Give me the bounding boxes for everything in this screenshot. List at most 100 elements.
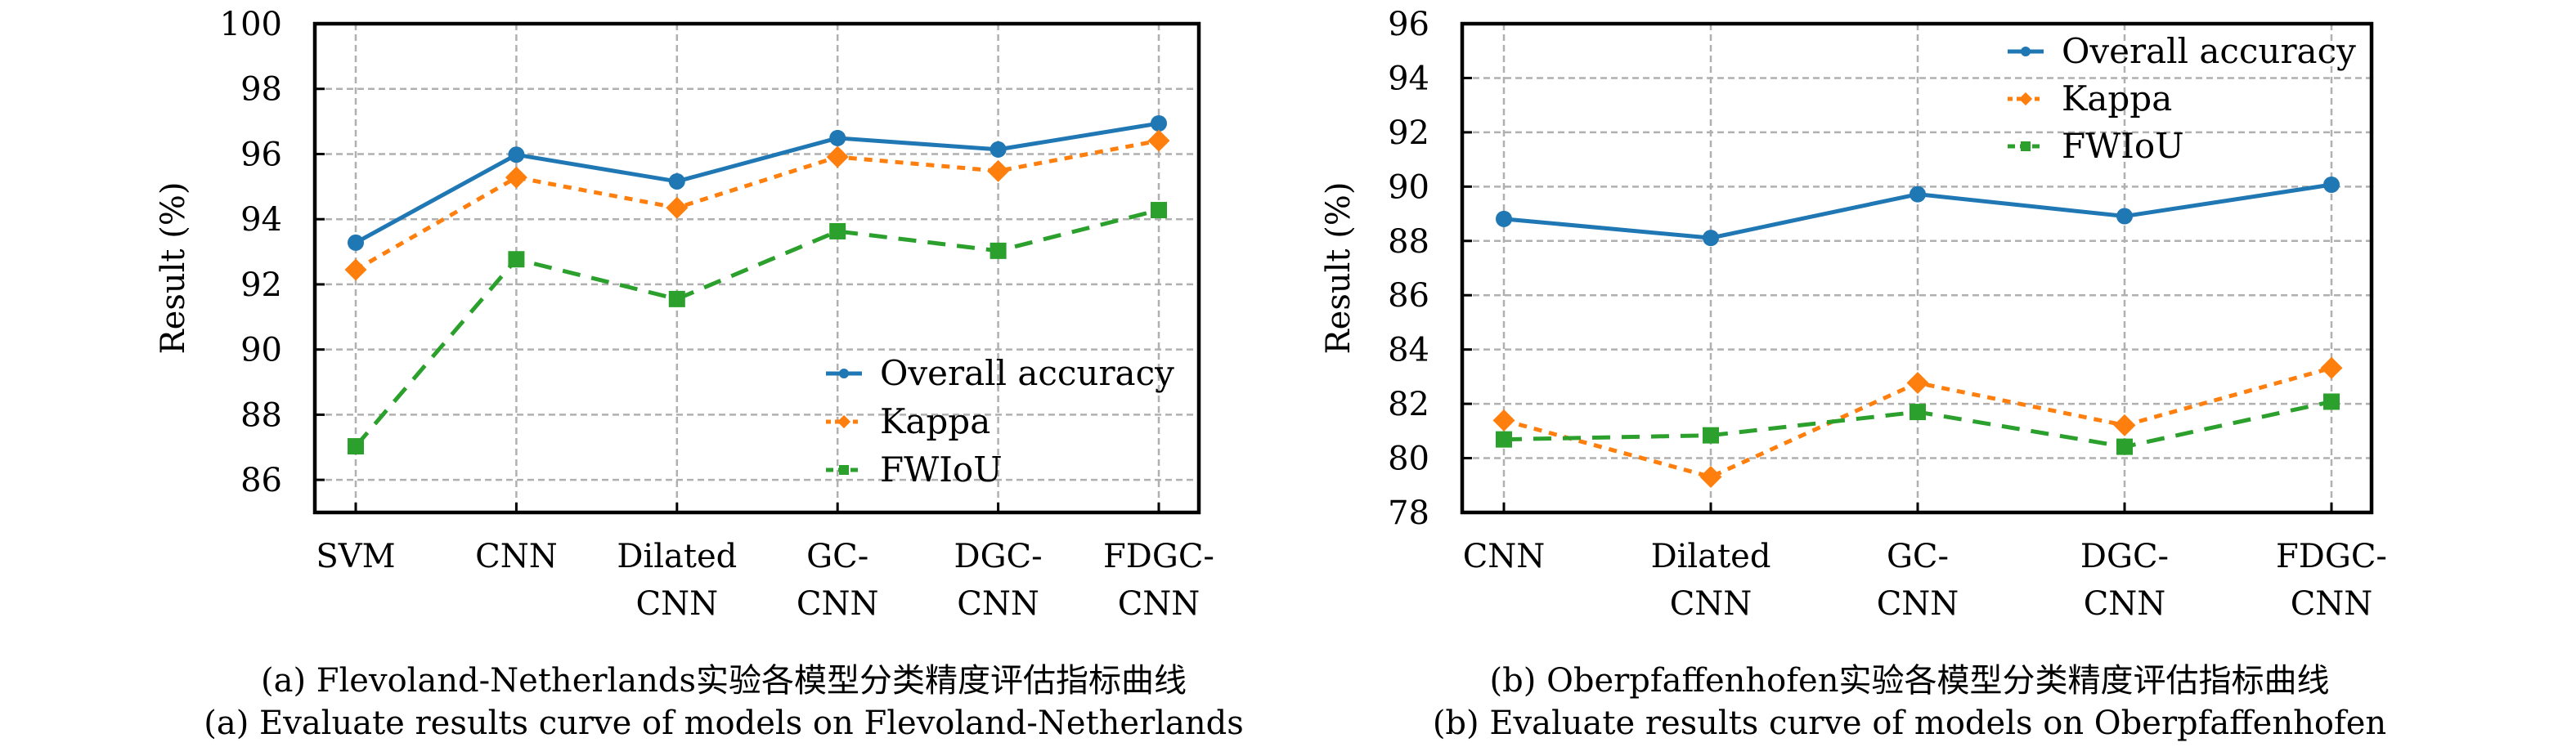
y-tick-label: 90 <box>240 332 282 369</box>
data-point <box>2116 438 2133 455</box>
series-kappa <box>344 129 1170 281</box>
y-tick-label: 94 <box>240 201 282 239</box>
data-point <box>1703 427 1719 444</box>
y-tick-label: 96 <box>240 136 282 173</box>
series-line <box>354 138 1160 272</box>
x-tick-label: SVM <box>316 538 395 575</box>
data-point <box>348 438 364 455</box>
x-tick-label-line: DGC- <box>954 538 1043 575</box>
data-point <box>2323 393 2340 410</box>
data-point <box>348 234 364 251</box>
x-tick-label-line: FDGC- <box>2276 538 2387 575</box>
caption-b-chinese: (b) Oberpfaffenhofen实验各模型分类精度评估指标曲线 <box>1489 662 2330 700</box>
series-overall-accuracy <box>348 114 1167 251</box>
x-tick-label-line: CNN <box>2084 585 2166 623</box>
legend: Overall accuracy Kappa FWIoU <box>826 353 1174 490</box>
x-tick-label-line: CNN <box>1118 585 1200 623</box>
x-tick-label-line: Dilated <box>617 538 737 575</box>
data-point <box>826 145 849 168</box>
data-point <box>1151 202 1167 219</box>
data-point <box>1906 372 1929 395</box>
y-tick-label: 92 <box>240 266 282 304</box>
data-point <box>990 141 1007 158</box>
legend-entry: Overall accuracy <box>2008 31 2356 71</box>
data-point <box>1151 114 1167 132</box>
y-tick-label: 88 <box>240 396 282 434</box>
legend-entry: FWIoU <box>2008 126 2184 166</box>
x-tick-label-line: CNN <box>1877 585 1959 623</box>
series-kappa <box>1492 356 2343 488</box>
caption-b-english: (b) Evaluate results curve of models on … <box>1432 705 2387 742</box>
x-tick-label-line: CNN <box>475 538 558 575</box>
data-point <box>508 146 525 163</box>
data-point <box>505 166 527 189</box>
x-tick-label-line: DGC- <box>2080 538 2169 575</box>
data-point <box>1910 404 1926 421</box>
plot-frame <box>1460 21 2374 515</box>
legend-label: Kappa <box>2062 78 2172 119</box>
data-point <box>666 196 689 219</box>
data-point <box>829 129 846 146</box>
x-tick-label-line: CNN <box>1670 585 1752 623</box>
data-point <box>2323 177 2340 194</box>
y-tick-label: 82 <box>1388 386 1429 423</box>
legend-marker <box>2021 47 2031 56</box>
x-tick-label: GC- CNN <box>797 538 879 623</box>
x-tick-label-line: FDGC- <box>1103 538 1214 575</box>
series-line <box>354 121 1160 245</box>
legend-entry: Overall accuracy <box>826 353 1174 393</box>
data-point <box>508 251 525 268</box>
legend-label: Overall accuracy <box>2062 31 2356 71</box>
x-tick-label: CNN <box>475 538 558 575</box>
x-tick-label: Dilated CNN <box>1651 538 1771 623</box>
y-tick-label: 86 <box>1388 277 1429 315</box>
y-tick-label: 96 <box>1388 6 1429 43</box>
x-tick-label-line: CNN <box>957 585 1039 623</box>
data-point <box>1492 409 1515 432</box>
y-axis-label: Result (%) <box>155 182 192 355</box>
legend-entry: Kappa <box>826 401 990 441</box>
x-tick-label: CNN <box>1463 538 1546 575</box>
y-tick-label: 90 <box>1388 168 1429 206</box>
y-tick-label: 94 <box>1388 60 1429 97</box>
series-overall-accuracy <box>1496 177 2340 247</box>
y-tick-label: 100 <box>220 6 282 43</box>
data-point <box>2113 414 2136 436</box>
data-point <box>344 258 367 281</box>
legend-label: Kappa <box>880 401 990 441</box>
data-point <box>2116 208 2133 225</box>
legend-label: Overall accuracy <box>880 353 1174 393</box>
x-tick-label: DGC- CNN <box>2080 538 2169 623</box>
data-point <box>2320 356 2343 379</box>
data-point <box>990 242 1007 259</box>
y-tick-label: 98 <box>240 71 282 109</box>
x-tick-label-line: CNN <box>635 585 718 623</box>
y-tick-label: 78 <box>1388 494 1429 532</box>
x-tick-label-line: CNN <box>1463 538 1546 575</box>
x-tick-label: Dilated CNN <box>617 538 737 623</box>
series-fwiou <box>1496 393 2340 455</box>
data-point <box>829 222 846 239</box>
x-tick-label-line: CNN <box>797 585 879 623</box>
legend-marker <box>839 465 849 475</box>
y-tick-label: 84 <box>1388 332 1429 369</box>
legend: Overall accuracy Kappa FWIoU <box>2008 31 2356 166</box>
legend-label: FWIoU <box>880 450 1003 490</box>
x-tick-label-line: GC- <box>806 538 868 575</box>
legend-entry: Kappa <box>2008 78 2172 119</box>
y-tick-label: 88 <box>1388 223 1429 261</box>
caption-a-english: (a) Evaluate results curve of models on … <box>204 705 1244 742</box>
legend-marker <box>2018 92 2033 106</box>
x-tick-label: FDGC- CNN <box>1103 538 1214 623</box>
x-tick-label: GC- CNN <box>1877 538 1959 623</box>
data-point <box>1699 465 1722 488</box>
data-point <box>1910 186 1926 203</box>
data-point <box>668 172 685 190</box>
caption-a-chinese: (a) Flevoland-Netherlands实验各模型分类精度评估指标曲线 <box>260 662 1187 700</box>
plot-frame <box>312 21 1201 515</box>
series-line <box>354 208 1160 448</box>
y-axis-label: Result (%) <box>1320 182 1358 355</box>
y-tick-label: 92 <box>1388 114 1429 152</box>
